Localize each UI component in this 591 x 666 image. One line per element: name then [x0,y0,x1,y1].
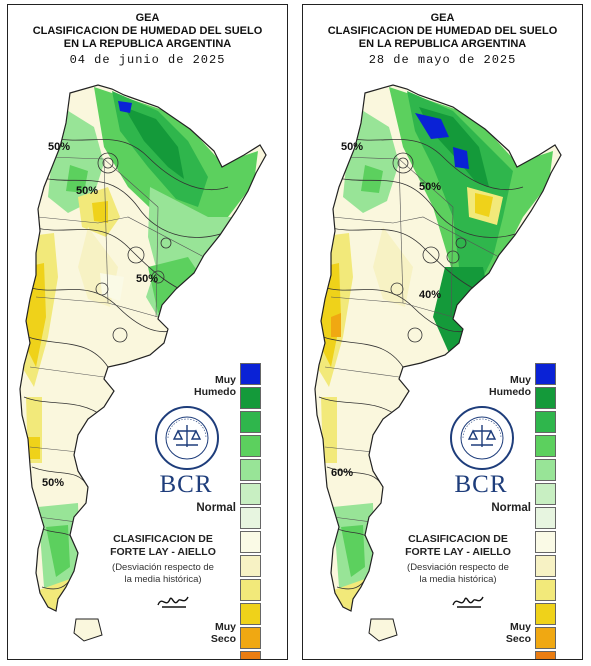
map-date: 04 de junio de 2025 [69,53,226,67]
contour-label: 40% [419,289,442,301]
legend-swatch [240,363,261,385]
legend-swatch [535,483,556,505]
legend-swatch [535,387,556,409]
bcr-logo-text: BCR [454,471,508,498]
legend-swatch [535,531,556,553]
legend-color-scale [240,363,261,659]
title-line-1: CLASIFICACION DE HUMEDAD DEL SUELO [32,25,263,37]
legend-swatch [240,507,261,529]
legend-swatch [240,555,261,577]
classification-line-2: FORTE LAY - AIELLO [405,546,511,558]
legend-swatch [535,651,556,659]
classification-line-1: CLASIFICACION DE [113,533,213,545]
legend-swatch [535,555,556,577]
classification-line-1: CLASIFICACION DE [408,533,508,545]
classification-desc-2: la media histórica) [124,574,202,585]
legend-swatch [535,459,556,481]
legend-swatch [240,579,261,601]
source-label: GEA [430,12,455,24]
legend-swatch [535,411,556,433]
bcr-seal-logo [450,406,514,470]
contour-label: 50% [136,273,159,285]
legend-swatch [240,483,261,505]
classification-desc-2: la media histórica) [419,574,497,585]
contour-label: 50% [76,185,99,197]
contour-label: 50% [419,181,442,193]
legend-swatch [240,435,261,457]
argentina-soil-moisture-map [19,84,267,642]
legend-swatch [240,531,261,553]
argentina-soil-moisture-map [314,84,562,642]
legend-color-scale [535,363,556,659]
classification-desc-1: (Desviación respecto de [112,562,214,573]
legend-normal-label: Normal [491,502,531,514]
legend-swatch [535,435,556,457]
author-signature [157,596,189,608]
legend-very-dry-label: Muy Seco [505,621,531,645]
legend-swatch [240,651,261,659]
legend-normal-label: Normal [196,502,236,514]
legend-swatch [240,603,261,625]
legend-very-wet-label: Muy Humedo [194,374,236,398]
author-signature [452,596,484,608]
title-line-2: EN LA REPUBLICA ARGENTINA [358,38,527,50]
legend-swatch [240,459,261,481]
classification-line-2: FORTE LAY - AIELLO [110,546,216,558]
contour-label: 50% [42,477,65,489]
map-panel-right: GEA CLASIFICACION DE HUMEDAD DEL SUELO E… [302,4,583,660]
legend-swatch [240,387,261,409]
title-line-1: CLASIFICACION DE HUMEDAD DEL SUELO [327,25,558,37]
contour-label: 50% [48,141,71,153]
legend-swatch [535,579,556,601]
source-label: GEA [135,12,160,24]
contour-label: 60% [331,467,354,479]
classification-desc-1: (Desviación respecto de [407,562,509,573]
contour-label: 50% [341,141,364,153]
legend-swatch [535,627,556,649]
legend-swatch [535,363,556,385]
legend-swatch [535,507,556,529]
bcr-seal-logo [155,406,219,470]
legend-very-wet-label: Muy Humedo [489,374,531,398]
bcr-logo-text: BCR [159,471,213,498]
map-date: 28 de mayo de 2025 [368,53,517,67]
legend-swatch [240,627,261,649]
legend-very-dry-label: Muy Seco [210,621,236,645]
legend-swatch [240,411,261,433]
title-line-2: EN LA REPUBLICA ARGENTINA [63,38,232,50]
map-panel-left: GEA CLASIFICACION DE HUMEDAD DEL SUELO E… [7,4,288,660]
legend-swatch [535,603,556,625]
